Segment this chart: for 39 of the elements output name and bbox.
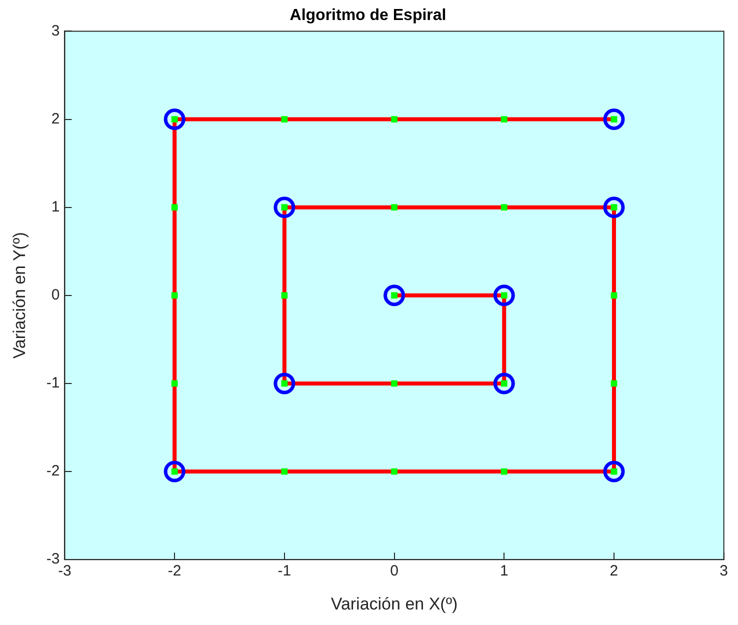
point (493, 372, 515, 394)
x-tick-label: -2 (168, 562, 182, 580)
point (391, 204, 398, 211)
chart-title: Algoritmo de Espiral (290, 7, 446, 24)
point (164, 108, 186, 130)
point (274, 372, 296, 394)
x-tick-label: 2 (610, 562, 618, 580)
point (391, 116, 398, 122)
point (171, 380, 178, 387)
point (493, 284, 515, 306)
point (164, 460, 186, 482)
point (281, 292, 288, 299)
point (603, 108, 625, 130)
point (610, 292, 618, 299)
y-tick-label: 1 (51, 198, 60, 216)
point (274, 196, 296, 218)
y-tick-label: -3 (46, 550, 60, 568)
point (500, 116, 508, 122)
x-tick-label: -1 (278, 562, 292, 580)
x-tick-label: 3 (720, 562, 728, 580)
x-axis-title: Variación en X(º) (330, 594, 458, 614)
point (281, 116, 288, 122)
point (500, 204, 508, 211)
point (603, 196, 625, 218)
y-tick-label: 2 (51, 110, 60, 128)
x-tick-label: 1 (500, 562, 508, 580)
y-tick-label: -1 (46, 374, 60, 392)
point (391, 468, 398, 475)
point (384, 284, 406, 306)
point (391, 380, 398, 387)
point (171, 292, 178, 299)
x-tick-label: 0 (390, 562, 398, 580)
y-tick-label: -2 (46, 462, 60, 480)
point (603, 460, 625, 482)
point (171, 204, 178, 211)
y-tick-label: 3 (51, 22, 60, 40)
y-axis-title: Variación en Y(º) (10, 232, 29, 359)
y-tick-label: 0 (51, 286, 60, 304)
point (500, 468, 508, 475)
